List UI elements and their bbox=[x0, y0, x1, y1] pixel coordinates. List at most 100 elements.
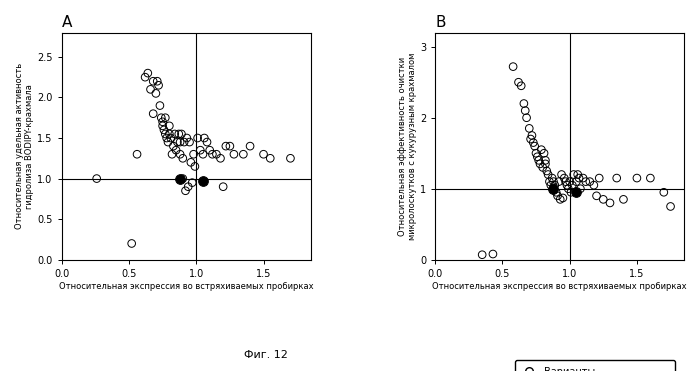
Y-axis label: Относительная удельная активность
гидролиза BODIPY-крахмала: Относительная удельная активность гидрол… bbox=[15, 63, 34, 229]
Point bbox=[521, 115, 532, 121]
Point bbox=[507, 64, 519, 70]
Point bbox=[547, 175, 558, 181]
Point bbox=[157, 123, 168, 129]
Point bbox=[178, 139, 189, 145]
Point bbox=[591, 193, 602, 199]
Text: В: В bbox=[435, 15, 445, 30]
Point bbox=[526, 132, 538, 138]
Point bbox=[561, 182, 572, 188]
Point bbox=[185, 160, 196, 165]
Point bbox=[161, 135, 172, 141]
Point bbox=[584, 179, 596, 185]
Point bbox=[173, 131, 185, 137]
Point bbox=[131, 151, 143, 157]
Point bbox=[519, 108, 531, 114]
Point bbox=[207, 151, 218, 157]
Point bbox=[644, 175, 656, 181]
Point bbox=[589, 182, 600, 188]
Point bbox=[598, 196, 609, 202]
Point bbox=[560, 179, 571, 185]
Point bbox=[140, 74, 151, 80]
Point bbox=[197, 178, 208, 184]
Point bbox=[175, 139, 186, 145]
Point bbox=[548, 186, 559, 192]
Point bbox=[195, 147, 206, 153]
Point bbox=[166, 151, 178, 157]
Point bbox=[220, 143, 231, 149]
Point bbox=[535, 161, 546, 167]
Point bbox=[245, 143, 256, 149]
Text: А: А bbox=[62, 15, 72, 30]
Point bbox=[552, 193, 563, 199]
Point bbox=[150, 91, 161, 96]
Point bbox=[184, 139, 195, 145]
Y-axis label: Относительная эффективность очистки
микролоскутков с кукурузным крахмалом: Относительная эффективность очистки микр… bbox=[398, 52, 417, 240]
Point bbox=[91, 175, 102, 181]
Point bbox=[533, 157, 545, 163]
Point bbox=[605, 200, 616, 206]
Point bbox=[197, 151, 208, 157]
Point bbox=[145, 86, 156, 92]
Point bbox=[631, 175, 642, 181]
Point bbox=[180, 188, 191, 194]
Point bbox=[525, 136, 536, 142]
Point bbox=[611, 175, 622, 181]
Point bbox=[554, 196, 565, 202]
Point bbox=[545, 182, 556, 188]
Point bbox=[541, 168, 552, 174]
Point bbox=[178, 175, 189, 181]
Point bbox=[538, 150, 549, 156]
Point bbox=[540, 157, 551, 163]
Point bbox=[537, 164, 548, 170]
Point bbox=[536, 147, 547, 152]
Point bbox=[172, 139, 183, 145]
Point bbox=[573, 175, 584, 181]
Point bbox=[529, 143, 540, 149]
Point bbox=[513, 79, 524, 85]
Point bbox=[524, 125, 535, 131]
Legend: Варианты, Исходная (AmyS-S242Q): Варианты, Исходная (AmyS-S242Q) bbox=[514, 360, 675, 371]
Point bbox=[618, 196, 629, 202]
Point bbox=[168, 143, 179, 149]
Point bbox=[187, 180, 198, 186]
Point bbox=[217, 184, 229, 190]
Point bbox=[156, 115, 167, 121]
Point bbox=[229, 151, 240, 157]
Point bbox=[147, 78, 159, 84]
Point bbox=[175, 151, 186, 157]
Point bbox=[258, 151, 269, 157]
Point bbox=[542, 171, 554, 177]
Point bbox=[142, 70, 153, 76]
Point bbox=[556, 171, 567, 177]
Point bbox=[593, 175, 605, 181]
Point bbox=[169, 131, 180, 137]
Point bbox=[554, 179, 565, 185]
Point bbox=[544, 179, 555, 185]
Point bbox=[568, 171, 579, 177]
Point bbox=[178, 155, 189, 161]
Point bbox=[192, 135, 203, 141]
Point bbox=[540, 161, 551, 167]
Point bbox=[159, 115, 171, 121]
Point bbox=[577, 175, 589, 181]
Point bbox=[165, 135, 176, 141]
Point bbox=[176, 131, 187, 137]
Point bbox=[199, 135, 210, 141]
Point bbox=[477, 252, 488, 258]
Point bbox=[126, 240, 137, 246]
Point bbox=[182, 184, 194, 190]
Point bbox=[518, 101, 529, 106]
Point bbox=[157, 119, 168, 125]
Point bbox=[549, 182, 561, 188]
Point bbox=[575, 186, 586, 192]
Point bbox=[551, 189, 562, 195]
Point bbox=[147, 111, 159, 116]
Point bbox=[265, 155, 276, 161]
Point bbox=[215, 155, 226, 161]
Point bbox=[204, 147, 215, 153]
Point bbox=[658, 189, 670, 195]
Point bbox=[211, 151, 222, 157]
Point bbox=[531, 150, 542, 156]
Point bbox=[567, 182, 578, 188]
X-axis label: Относительная экспрессия во встряхиваемых пробирках: Относительная экспрессия во встряхиваемы… bbox=[432, 282, 687, 290]
